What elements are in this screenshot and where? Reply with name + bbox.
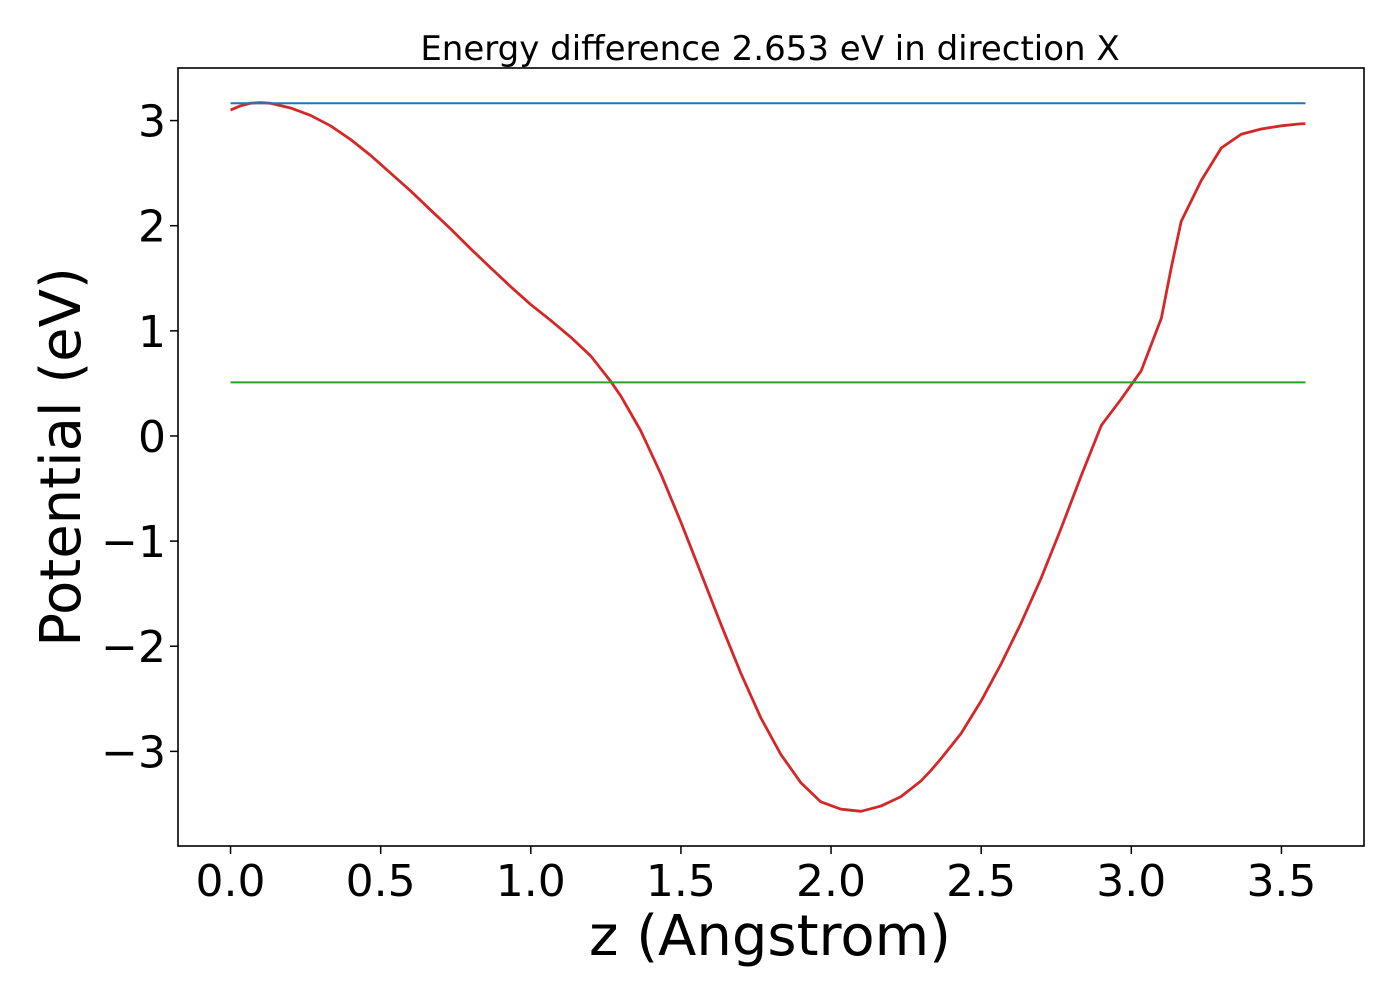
y-axis: 3 2 1 0 −1 −2 −3	[101, 97, 178, 778]
x-tick-label: 2.5	[946, 856, 1016, 907]
plot-frame	[177, 67, 1365, 847]
y-tick-label: 3	[138, 97, 166, 148]
x-tick-label: 2.0	[796, 856, 866, 907]
y-tick-label: 2	[138, 202, 166, 253]
x-tick-label: 1.0	[496, 856, 566, 907]
y-tick-label: −1	[101, 517, 166, 568]
y-tick-label: 0	[138, 412, 166, 463]
x-axis: 0.0 0.5 1.0 1.5 2.0 2.5 3.0 3.5	[196, 846, 1316, 907]
x-tick-label: 0.5	[346, 856, 416, 907]
potential-curve	[229, 101, 1306, 813]
y-tick-label: 1	[138, 307, 166, 358]
x-tick-label: 3.0	[1096, 856, 1166, 907]
plot-area	[229, 101, 1306, 813]
x-tick-label: 0.0	[196, 856, 266, 907]
series-layer	[229, 101, 1306, 813]
x-tick-label: 1.5	[646, 856, 716, 907]
x-tick-label: 3.5	[1246, 856, 1316, 907]
y-tick-label: −2	[101, 622, 166, 673]
y-axis-label: Potential (eV)	[29, 267, 94, 647]
x-axis-label: z (Angstrom)	[589, 904, 951, 969]
chart-title: Energy difference 2.653 eV in direction …	[420, 29, 1119, 69]
y-tick-label: −3	[101, 727, 166, 778]
